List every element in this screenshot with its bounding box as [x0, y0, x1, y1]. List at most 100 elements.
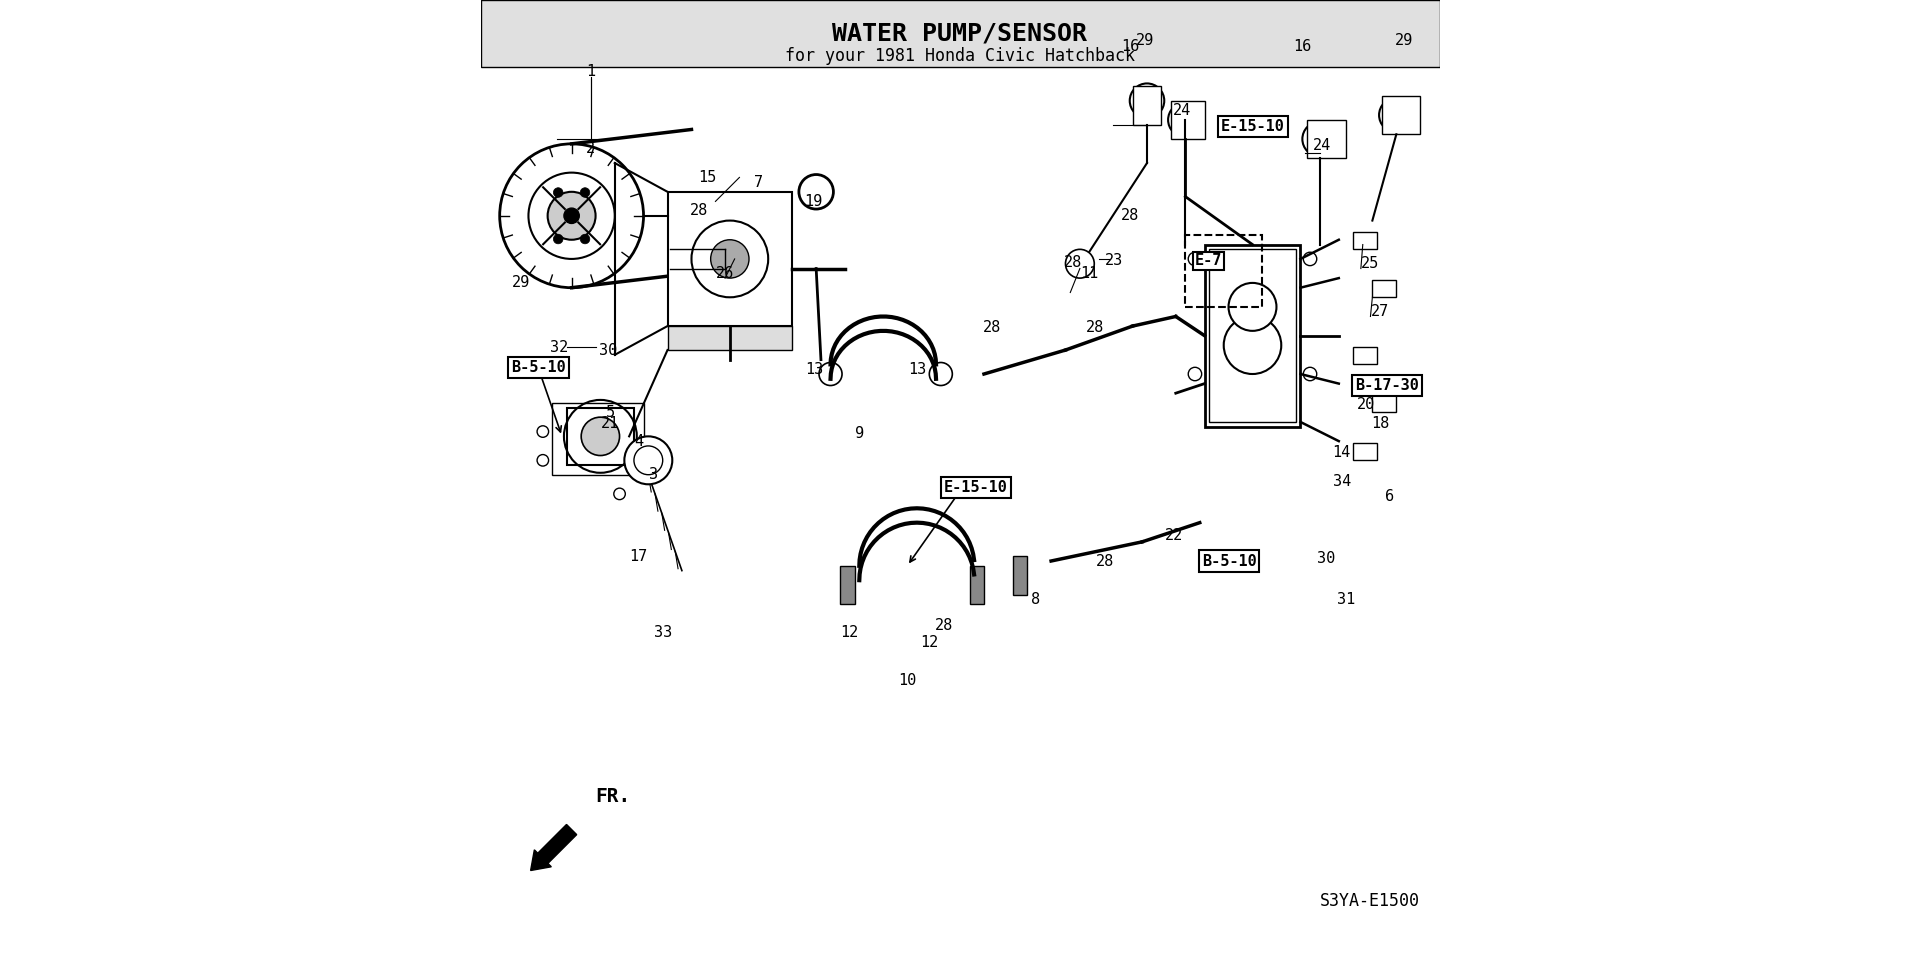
Text: 2: 2 — [586, 141, 595, 156]
Bar — [1354, 347, 1377, 364]
Text: 4: 4 — [634, 433, 643, 449]
Bar — [1204, 245, 1300, 427]
Bar — [566, 408, 634, 465]
Text: 10: 10 — [899, 673, 916, 689]
Text: 13: 13 — [804, 362, 824, 377]
Circle shape — [564, 208, 580, 223]
Circle shape — [1229, 283, 1277, 331]
Circle shape — [1066, 249, 1094, 278]
Circle shape — [1167, 103, 1202, 137]
Text: 26: 26 — [716, 266, 733, 281]
Text: 16: 16 — [1294, 38, 1311, 54]
Circle shape — [538, 455, 549, 466]
Text: E-15-10: E-15-10 — [1221, 119, 1284, 134]
Text: 28: 28 — [1096, 553, 1114, 569]
Circle shape — [499, 144, 643, 288]
Text: 30: 30 — [599, 342, 616, 358]
Text: 16: 16 — [1121, 38, 1140, 54]
Circle shape — [710, 240, 749, 278]
Text: 8: 8 — [1031, 592, 1041, 607]
Text: 29: 29 — [1396, 33, 1413, 48]
Text: 28: 28 — [1087, 320, 1104, 336]
Text: 27: 27 — [1371, 304, 1390, 319]
Circle shape — [634, 446, 662, 475]
Text: 32: 32 — [549, 339, 568, 355]
Text: 34: 34 — [1332, 474, 1352, 489]
Bar — [1012, 556, 1027, 595]
Circle shape — [1188, 252, 1202, 266]
Circle shape — [1223, 316, 1281, 374]
Text: 7: 7 — [755, 175, 762, 190]
Circle shape — [820, 363, 843, 386]
Text: 24: 24 — [1173, 103, 1190, 118]
Bar — [970, 566, 983, 604]
Text: 21: 21 — [601, 416, 618, 432]
Text: FR.: FR. — [595, 786, 632, 806]
Circle shape — [1188, 367, 1202, 381]
Circle shape — [528, 173, 614, 259]
Text: B-17-30: B-17-30 — [1356, 378, 1419, 393]
Text: 19: 19 — [804, 194, 822, 209]
Text: 9: 9 — [854, 426, 864, 441]
Text: 29: 29 — [511, 275, 530, 291]
Circle shape — [580, 188, 589, 198]
Bar — [553, 403, 643, 475]
Bar — [1373, 280, 1396, 297]
Text: 30: 30 — [1317, 550, 1336, 566]
Text: B-5-10: B-5-10 — [511, 360, 566, 375]
Bar — [1373, 395, 1396, 412]
Circle shape — [1302, 122, 1336, 156]
Bar — [841, 566, 854, 604]
Bar — [1354, 232, 1377, 249]
Text: 1: 1 — [586, 64, 595, 80]
Text: 15: 15 — [699, 170, 716, 185]
Text: 12: 12 — [920, 635, 939, 650]
Text: 28: 28 — [983, 319, 1000, 335]
FancyArrow shape — [530, 825, 576, 871]
Text: 33: 33 — [653, 625, 672, 641]
Text: 11: 11 — [1081, 266, 1098, 281]
FancyBboxPatch shape — [480, 0, 1440, 67]
Circle shape — [547, 192, 595, 240]
Bar — [1210, 249, 1296, 422]
Bar — [1171, 101, 1204, 139]
Circle shape — [1304, 252, 1317, 266]
Text: 28: 28 — [935, 618, 952, 633]
Text: 12: 12 — [841, 625, 858, 641]
Text: 5: 5 — [605, 405, 614, 420]
Circle shape — [1129, 83, 1164, 118]
Text: for your 1981 Honda Civic Hatchback: for your 1981 Honda Civic Hatchback — [785, 47, 1135, 64]
Bar — [668, 192, 793, 326]
Circle shape — [691, 221, 768, 297]
Text: WATER PUMP/SENSOR: WATER PUMP/SENSOR — [833, 21, 1087, 46]
Circle shape — [1304, 367, 1317, 381]
Text: E-15-10: E-15-10 — [945, 480, 1008, 495]
Text: 28: 28 — [689, 203, 708, 219]
Bar — [1354, 443, 1377, 460]
Circle shape — [580, 234, 589, 244]
Text: 22: 22 — [1165, 527, 1183, 543]
Text: 6: 6 — [1384, 489, 1394, 504]
Text: 29: 29 — [1137, 33, 1154, 48]
Text: 13: 13 — [908, 362, 925, 377]
Circle shape — [564, 400, 637, 473]
Text: 28: 28 — [1064, 255, 1083, 270]
Circle shape — [614, 488, 626, 500]
Circle shape — [538, 426, 549, 437]
Circle shape — [553, 234, 563, 244]
Circle shape — [553, 188, 563, 198]
Text: 18: 18 — [1371, 416, 1390, 432]
Text: 23: 23 — [1106, 253, 1123, 269]
Circle shape — [929, 363, 952, 386]
Text: 24: 24 — [1313, 138, 1331, 153]
Text: 17: 17 — [630, 549, 647, 564]
Bar — [1133, 86, 1162, 125]
Text: 20: 20 — [1357, 397, 1375, 412]
Text: 28: 28 — [1121, 208, 1139, 223]
Text: B-5-10: B-5-10 — [1202, 553, 1256, 569]
Circle shape — [624, 436, 672, 484]
Text: E-7: E-7 — [1194, 253, 1223, 269]
Text: S3YA-E1500: S3YA-E1500 — [1319, 893, 1419, 910]
Text: 31: 31 — [1338, 592, 1356, 607]
Text: 3: 3 — [649, 467, 659, 482]
